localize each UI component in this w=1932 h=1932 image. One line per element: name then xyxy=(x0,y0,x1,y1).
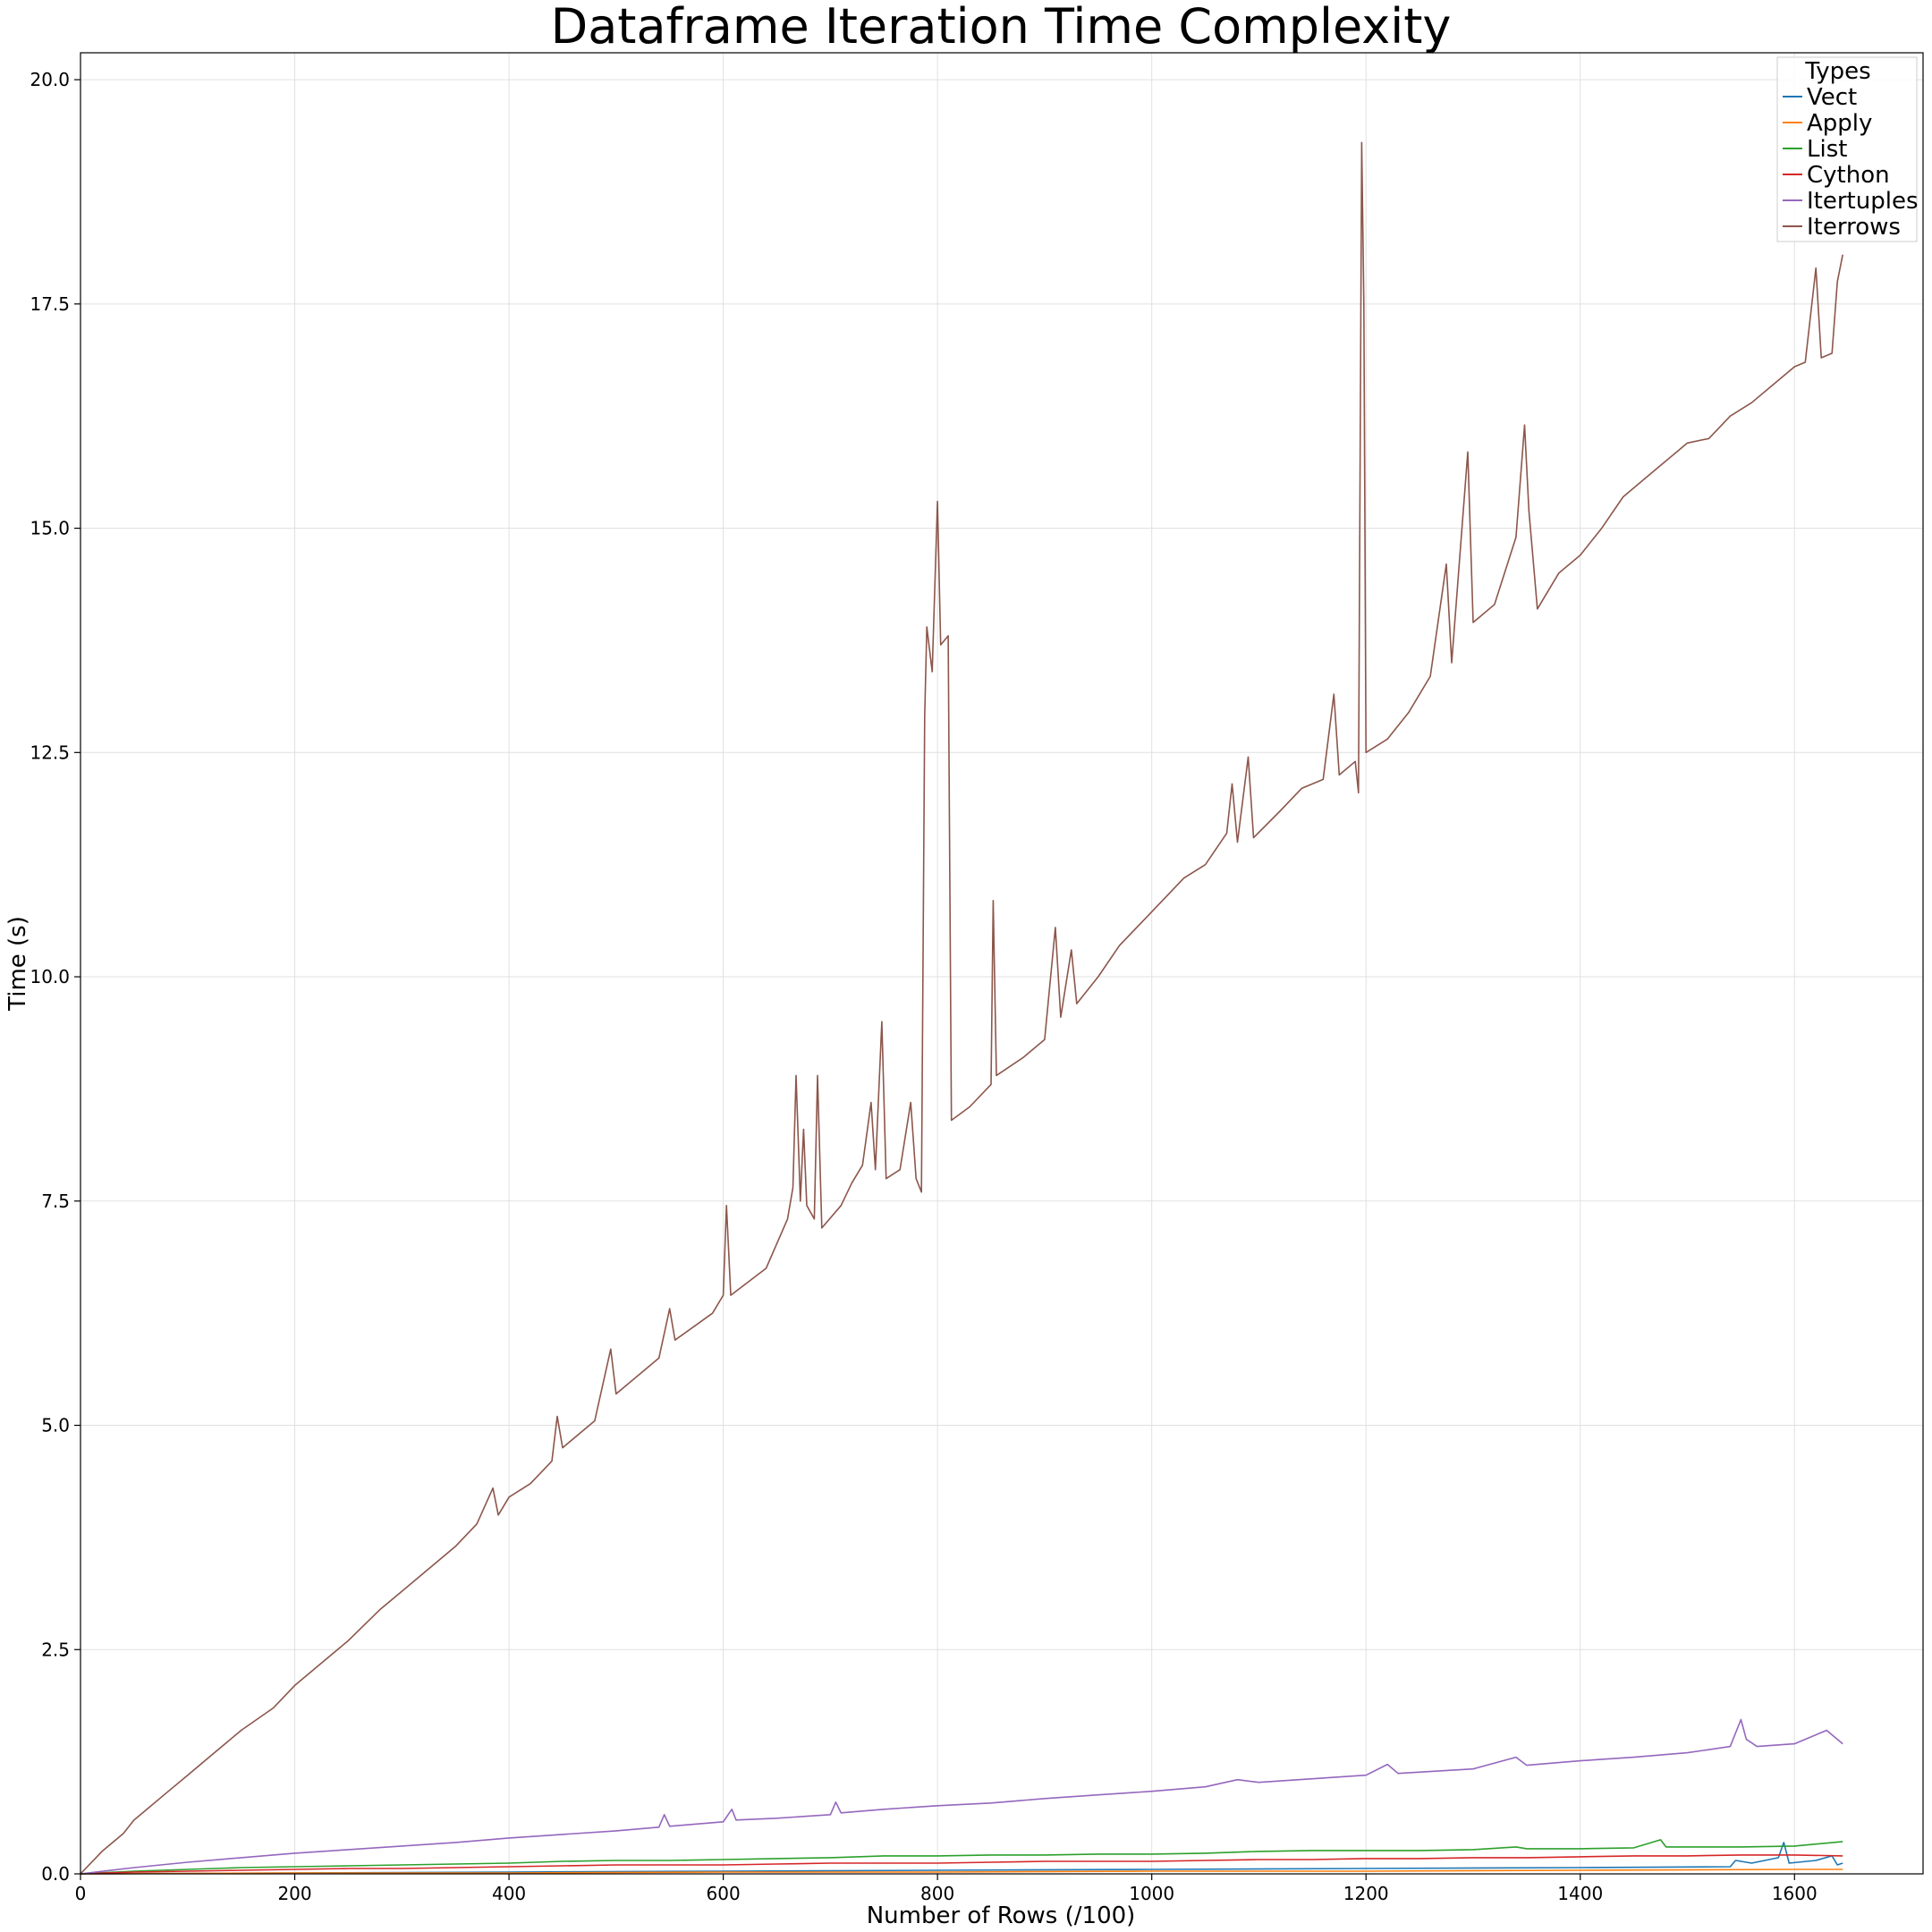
legend-label-list: List xyxy=(1807,136,1847,163)
grid xyxy=(80,53,1923,1875)
y-axis-ticks: 0.0 2.5 5.0 7.5 10.0 12.5 15.0 17.5 20.0 xyxy=(30,69,80,1885)
x-tick-label: 1200 xyxy=(1343,1883,1389,1904)
legend: Types VectApplyListCythonItertuplesIterr… xyxy=(1776,56,1919,242)
x-tick-label: 200 xyxy=(277,1883,311,1904)
x-tick-label: 1600 xyxy=(1772,1883,1818,1904)
series-line-itertuples xyxy=(80,1718,1843,1875)
series-lines xyxy=(80,141,1843,1875)
y-tick-label: 12.5 xyxy=(30,741,70,763)
y-tick-label: 20.0 xyxy=(30,69,70,90)
series-line-vect xyxy=(80,1842,1843,1875)
plot-frame xyxy=(80,52,1924,1875)
legend-title: Types xyxy=(1804,58,1870,85)
chart-title: Dataframe Iteration Time Complexity xyxy=(551,0,1452,55)
series-line-list xyxy=(80,1839,1843,1875)
x-tick-label: 400 xyxy=(492,1883,526,1904)
y-tick-label: 7.5 xyxy=(41,1191,70,1212)
legend-label-itertuples: Itertuples xyxy=(1807,188,1919,215)
x-tick-label: 1400 xyxy=(1557,1883,1603,1904)
x-axis-ticks: 0 200 400 600 800 1000 1200 1400 1600 xyxy=(75,1874,1818,1904)
y-axis-label: Time (s) xyxy=(4,916,31,1012)
y-tick-label: 10.0 xyxy=(30,966,70,987)
series-line-iterrows xyxy=(80,141,1843,1875)
y-tick-label: 5.0 xyxy=(41,1415,70,1436)
legend-label-cython: Cython xyxy=(1807,162,1890,189)
x-axis-label: Number of Rows (/100) xyxy=(867,1902,1136,1929)
x-tick-label: 1000 xyxy=(1129,1883,1174,1904)
series-line-apply xyxy=(80,1868,1843,1875)
x-tick-label: 800 xyxy=(920,1883,954,1904)
y-tick-label: 17.5 xyxy=(30,293,70,315)
legend-label-apply: Apply xyxy=(1807,110,1872,137)
legend-label-vect: Vect xyxy=(1807,84,1857,111)
y-tick-label: 15.0 xyxy=(30,518,70,539)
y-tick-label: 2.5 xyxy=(41,1639,70,1660)
legend-label-iterrows: Iterrows xyxy=(1807,214,1901,241)
series-line-cython xyxy=(80,1854,1843,1875)
x-tick-label: 600 xyxy=(707,1883,741,1904)
x-tick-label: 0 xyxy=(75,1883,87,1904)
y-tick-label: 0.0 xyxy=(41,1863,70,1885)
